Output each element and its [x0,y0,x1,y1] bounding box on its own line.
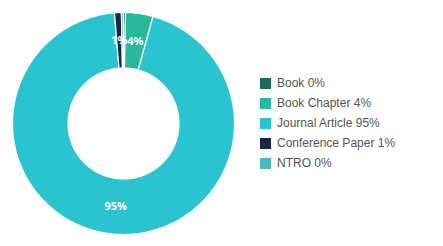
html-text:Book Chapter 4%: Book Chapter 4% [277,96,372,110]
html-text:Conference Paper 1%: Conference Paper 1% [277,136,396,150]
html-text:Book 0%: Book 0% [277,76,325,90]
html-text:NTRO 0%: NTRO 0% [277,156,332,170]
svg-text:95%: 95% [104,198,127,213]
svg-text:1%: 1% [111,32,127,47]
html-text:Journal Article 95%: Journal Article 95% [277,116,380,130]
svg-text:4%: 4% [127,33,143,48]
